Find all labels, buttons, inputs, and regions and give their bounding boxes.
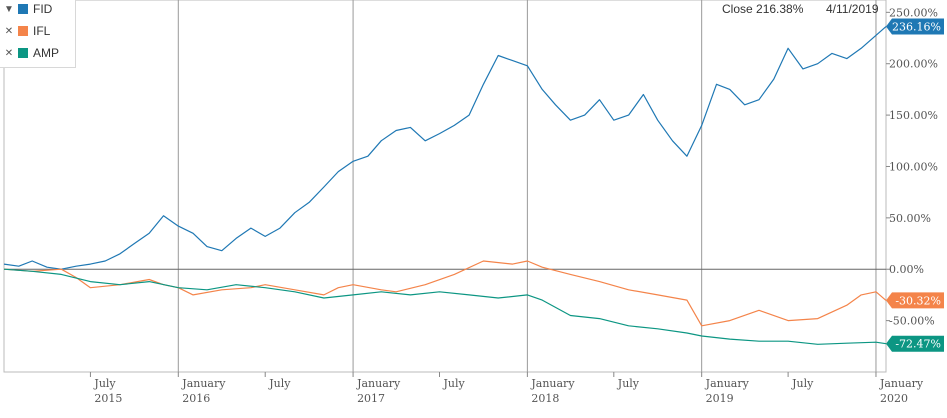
remove-series-icon[interactable]: ✕	[4, 47, 14, 59]
badge-shape	[886, 18, 944, 35]
badge-text: -72.47%	[895, 338, 941, 351]
series-line-amp	[3, 268, 887, 345]
last-value-badge-ifl: -30.32%	[886, 292, 944, 309]
legend-label-amp: AMP	[33, 46, 60, 60]
grid-layer	[4, 0, 886, 372]
x-tick-year: 2017	[357, 392, 385, 405]
series-line-ifl	[3, 260, 887, 327]
x-tick-month: July	[443, 377, 466, 390]
last-value-labels: 236.16% -30.32% -72.47%	[886, 18, 944, 352]
x-tick-month: July	[268, 377, 291, 390]
remove-series-icon[interactable]: ✕	[4, 25, 14, 37]
x-tick-year: 2016	[182, 392, 210, 405]
x-tick-year: 2018	[531, 392, 559, 405]
legend: ▼ FID ✕ IFL ✕ AMP	[0, 0, 76, 68]
badge-text: -30.32%	[895, 294, 941, 307]
collapse-arrow-icon[interactable]: ▼	[4, 3, 14, 15]
badge-text: 236.16%	[892, 21, 941, 34]
x-tick-month: January	[530, 377, 575, 390]
x-tick-month: July	[617, 377, 640, 390]
y-tick-label: 0.00%	[889, 263, 924, 276]
badge-shape	[886, 292, 944, 309]
x-tick-year: 2015	[94, 392, 122, 405]
x-tick-month: July	[791, 377, 814, 390]
legend-swatch-fid	[18, 4, 28, 14]
legend-item-ifl[interactable]: ✕ IFL	[0, 22, 51, 40]
last-value-badge-fid: 236.16%	[886, 18, 944, 35]
x-tick-month: January	[356, 377, 401, 390]
x-tick-year: 2019	[706, 392, 734, 405]
legend-swatch-amp	[18, 48, 28, 58]
last-value-badge-amp: -72.47%	[886, 335, 944, 352]
plot-frame	[3, 0, 887, 373]
series-line-fid	[3, 26, 887, 270]
axis-layer: 250.00% 200.00% 150.00% 100.00% 50.00% 0.00% -…	[89, 6, 938, 405]
y-tick-label: -50.00%	[889, 315, 935, 328]
y-tick-label: 50.00%	[889, 212, 931, 225]
y-tick-label: 150.00%	[889, 109, 938, 122]
close-readout: Close 216.38%	[722, 2, 804, 16]
legend-label-ifl: IFL	[33, 24, 51, 38]
series-layer	[3, 26, 887, 345]
legend-item-fid[interactable]: ▼ FID	[0, 0, 52, 18]
legend-item-amp[interactable]: ✕ AMP	[0, 44, 59, 62]
legend-label-fid: FID	[33, 2, 53, 16]
y-tick-label: 200.00%	[889, 58, 938, 71]
y-tick-label: 250.00%	[889, 6, 938, 19]
x-tick-year: 2020	[880, 392, 908, 405]
x-tick-month: January	[181, 377, 226, 390]
legend-swatch-ifl	[18, 26, 28, 36]
x-tick-month: July	[93, 377, 116, 390]
badge-shape	[886, 335, 944, 352]
x-tick-month: January	[705, 377, 750, 390]
date-readout: 4/11/2019	[826, 2, 879, 16]
y-tick-label: 100.00%	[889, 160, 938, 173]
x-tick-month: January	[879, 377, 924, 390]
